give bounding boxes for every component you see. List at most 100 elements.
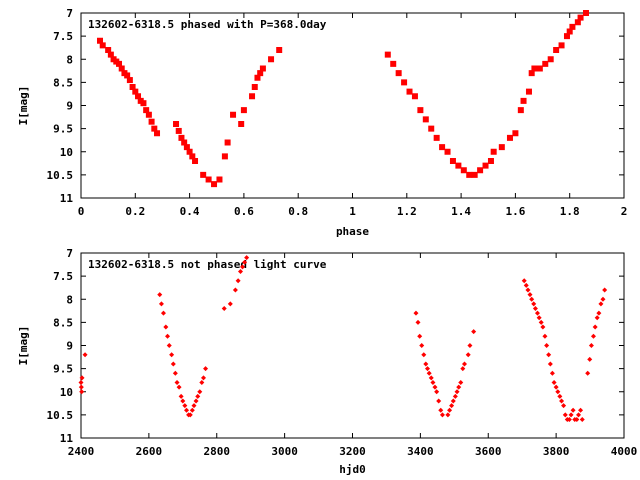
data-point [557,393,563,399]
data-point [105,47,112,53]
data-point [520,97,527,104]
data-point [527,292,533,298]
data-point [460,366,466,372]
data-point [566,28,573,35]
data-point [540,324,546,330]
data-point [182,403,188,409]
y-axis-label: I[mag] [17,86,30,126]
data-point [232,287,238,293]
data-point [163,324,169,330]
data-point [525,287,531,293]
data-point [569,23,576,30]
data-point [452,393,458,399]
data-point [449,158,456,164]
x-tick-label: 3400 [407,445,434,458]
data-point [547,361,553,367]
data-point [187,412,193,418]
plot-frame [80,12,625,199]
data-point [415,319,421,325]
data-point [460,167,467,174]
data-point [542,333,548,339]
data-point [242,259,248,265]
data-point [428,375,434,381]
y-tick-label: 11 [60,432,74,445]
data-point [116,60,123,67]
y-tick-label: 10.5 [47,409,74,422]
data-point [143,107,150,114]
x-tick-label: 0.6 [234,205,254,218]
y-tick-label: 7 [66,7,73,20]
data-point [588,343,594,348]
data-point [203,366,209,372]
data-point [577,14,584,21]
data-point [450,398,456,404]
data-point [140,100,147,107]
data-point [97,37,104,44]
data-point [82,352,88,358]
data-point [458,380,464,385]
data-point [594,315,600,321]
data-point [430,380,436,385]
data-point [559,398,565,404]
data-point [490,148,497,155]
data-point [178,393,184,399]
data-point [221,306,227,311]
x-tick-label: 1.2 [397,205,417,218]
data-point [235,278,241,284]
data-point [417,333,423,339]
data-point [176,384,182,390]
data-point [471,171,478,178]
data-point [195,393,201,399]
data-point [79,375,85,381]
y-tick-label: 9.5 [53,123,73,136]
data-point [401,79,408,86]
data-point [183,144,190,151]
data-point [201,375,207,381]
data-point [551,380,557,385]
data-point [432,384,438,390]
data-point [421,352,427,358]
data-point [186,148,193,155]
data-point [563,33,570,40]
data-point [193,398,199,404]
x-tick-label: 3200 [339,445,366,458]
data-point [99,42,106,49]
data-point [482,162,489,169]
data-point [555,389,561,395]
data-point [158,301,164,307]
data-point [118,65,125,72]
data-point [145,111,152,118]
data-point [529,296,535,302]
data-point [276,47,283,53]
data-point [390,60,397,67]
x-tick-label: 0.4 [180,205,200,218]
data-point [534,310,540,316]
data-point [268,56,275,63]
data-point [238,121,245,127]
unphased-light-curve-chart: 2400 2600 2800 3000 3200 3400 3600 3800 4000 7 7.5… [17,247,637,476]
data-point [221,153,228,160]
data-point [227,301,233,307]
data-point [587,356,593,362]
data-point [211,181,218,188]
data-point [525,88,532,95]
data-point [592,324,598,330]
data-point [471,329,477,335]
data-point [596,310,602,316]
data-point [240,264,246,270]
data-point [544,343,550,348]
data-point [244,255,250,261]
data-point [590,333,596,339]
data-point [579,417,585,422]
data-point [521,278,527,284]
data-point [157,292,163,298]
data-point [78,384,84,390]
data-point [568,412,574,418]
data-point [542,60,549,67]
data-point [578,407,584,413]
data-point [249,93,256,100]
data-point [536,65,543,72]
plot-frame [80,252,625,439]
data-point [169,352,175,358]
data-point [523,282,529,288]
